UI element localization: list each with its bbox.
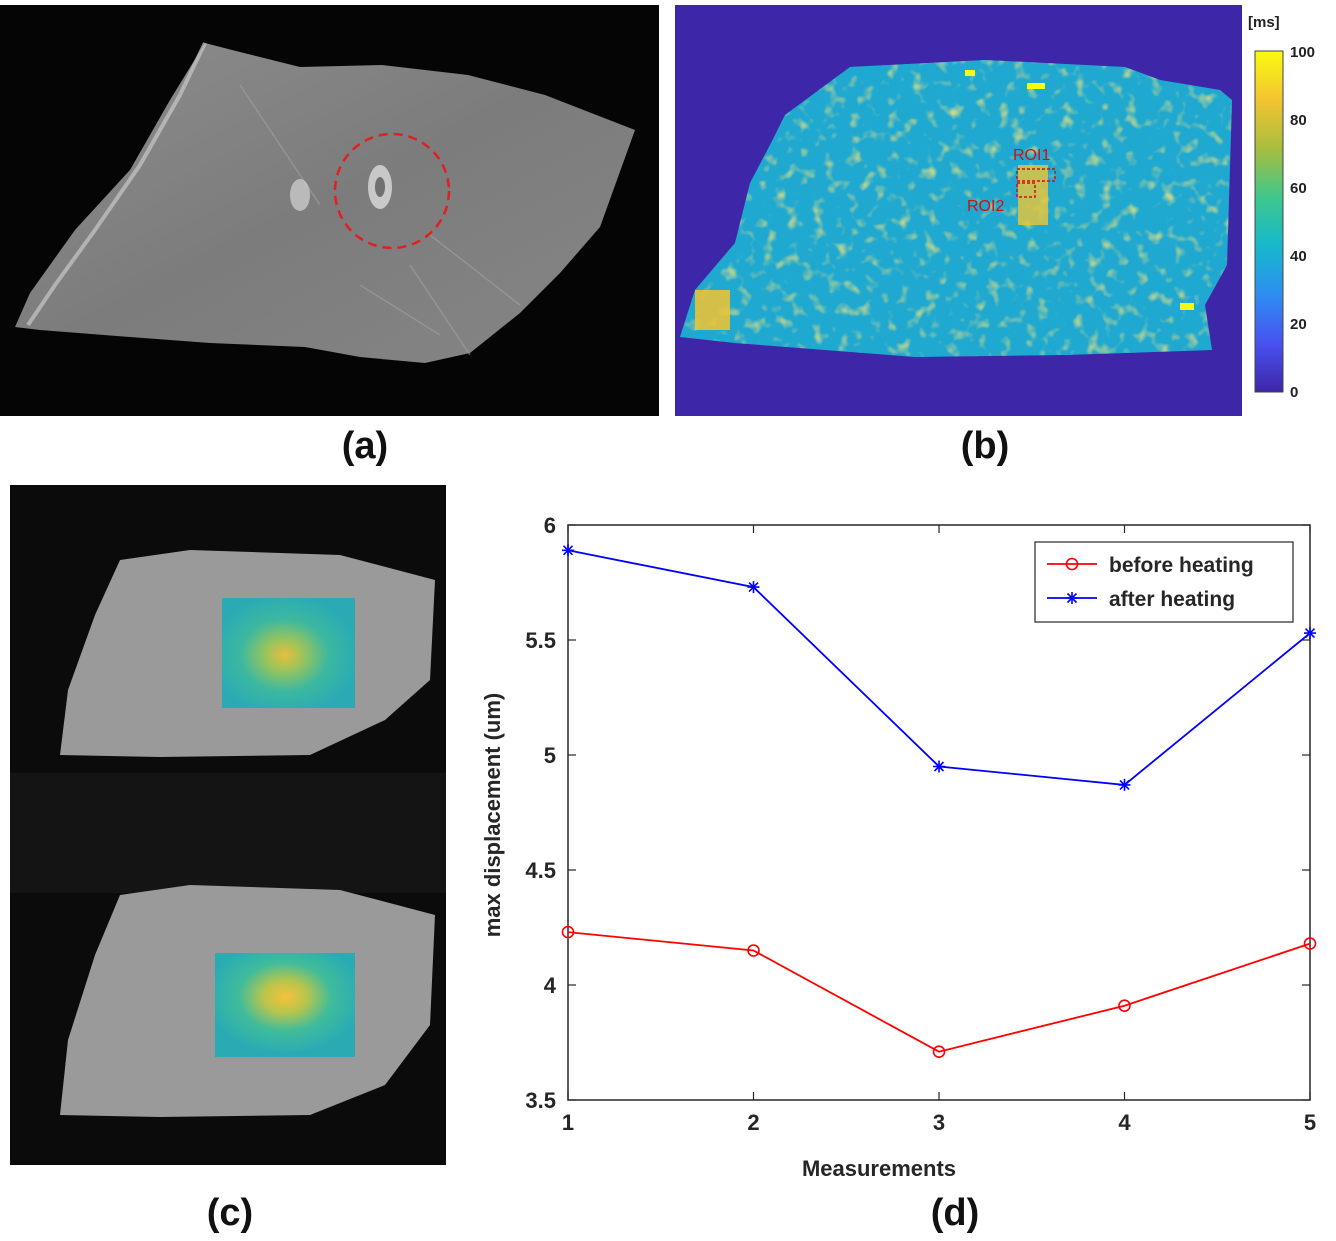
data-point xyxy=(1118,999,1131,1013)
legend-label: after heating xyxy=(1109,588,1235,611)
roi2-box xyxy=(1016,182,1036,198)
panel-d-chart: 1 2 3 4 5 3.5 4 4.5 5 5.5 6 before heating after he… xyxy=(460,480,1336,1185)
data-point xyxy=(562,544,574,557)
series-line xyxy=(567,931,1311,1053)
panel-c-image xyxy=(10,485,446,1165)
panel-a-image xyxy=(0,5,659,416)
colorbar-tick: 0 xyxy=(1290,384,1298,401)
colorbar-tick: 80 xyxy=(1290,112,1307,129)
data-point xyxy=(1118,778,1131,791)
t2-map: ROI1 ROI2 [ms] 100 80 60 40 20 0 xyxy=(675,5,1315,416)
data-point xyxy=(932,1045,946,1059)
colorbar-unit: [ms] xyxy=(1248,14,1280,31)
panel-a-label: (a) xyxy=(341,425,389,467)
panel-b-map: ROI1 ROI2 [ms] 100 80 60 40 20 0 xyxy=(675,5,1336,418)
panel-d-label: (d) xyxy=(930,1192,980,1234)
data-point xyxy=(747,581,760,594)
legend-marker xyxy=(1066,592,1078,604)
colorbar-tick: 100 xyxy=(1290,44,1315,61)
legend-box xyxy=(1034,541,1294,623)
overlay-bottom xyxy=(215,953,355,1057)
y-tick-label: 3.5 xyxy=(525,1088,556,1113)
x-tick-label: 2 xyxy=(747,1110,759,1135)
x-tick-label: 5 xyxy=(1304,1110,1316,1135)
mri-image-c xyxy=(10,485,446,1165)
x-tick-label: 1 xyxy=(562,1110,574,1135)
panel-b-label: (b) xyxy=(960,425,1010,467)
y-tick-label: 6 xyxy=(544,513,556,538)
data-point xyxy=(933,760,945,773)
x-tick-label: 3 xyxy=(933,1110,945,1135)
data-point xyxy=(1303,937,1317,950)
panel-c-label: (c) xyxy=(206,1192,254,1234)
legend-marker xyxy=(1065,557,1079,571)
y-tick-label: 5.5 xyxy=(525,628,556,653)
data-point xyxy=(1304,627,1316,640)
overlay-top xyxy=(222,598,355,708)
y-tick-label: 4 xyxy=(544,973,557,998)
data-point xyxy=(747,944,760,957)
colorbar-tick: 60 xyxy=(1290,180,1307,197)
y-axis-label: max displacement (um) xyxy=(480,693,505,938)
colorbar-tick: 20 xyxy=(1290,316,1307,333)
region-circle xyxy=(333,132,451,250)
y-tick-label: 5 xyxy=(544,743,556,768)
line-chart: 1 2 3 4 5 3.5 4 4.5 5 5.5 6 before heating after he… xyxy=(480,513,1317,1181)
roi2-label: ROI2 xyxy=(967,198,1004,215)
colorbar-tick: 40 xyxy=(1290,248,1307,265)
mri-image-a xyxy=(0,5,659,416)
colorbar: [ms] 100 80 60 40 20 0 xyxy=(1248,14,1315,401)
x-tick-label: 4 xyxy=(1118,1110,1131,1135)
legend-label: before heating xyxy=(1109,554,1254,577)
data-point xyxy=(561,925,575,939)
y-tick-label: 4.5 xyxy=(525,858,556,883)
roi1-label: ROI1 xyxy=(1013,147,1050,164)
x-axis-label: Measurements xyxy=(802,1156,956,1181)
